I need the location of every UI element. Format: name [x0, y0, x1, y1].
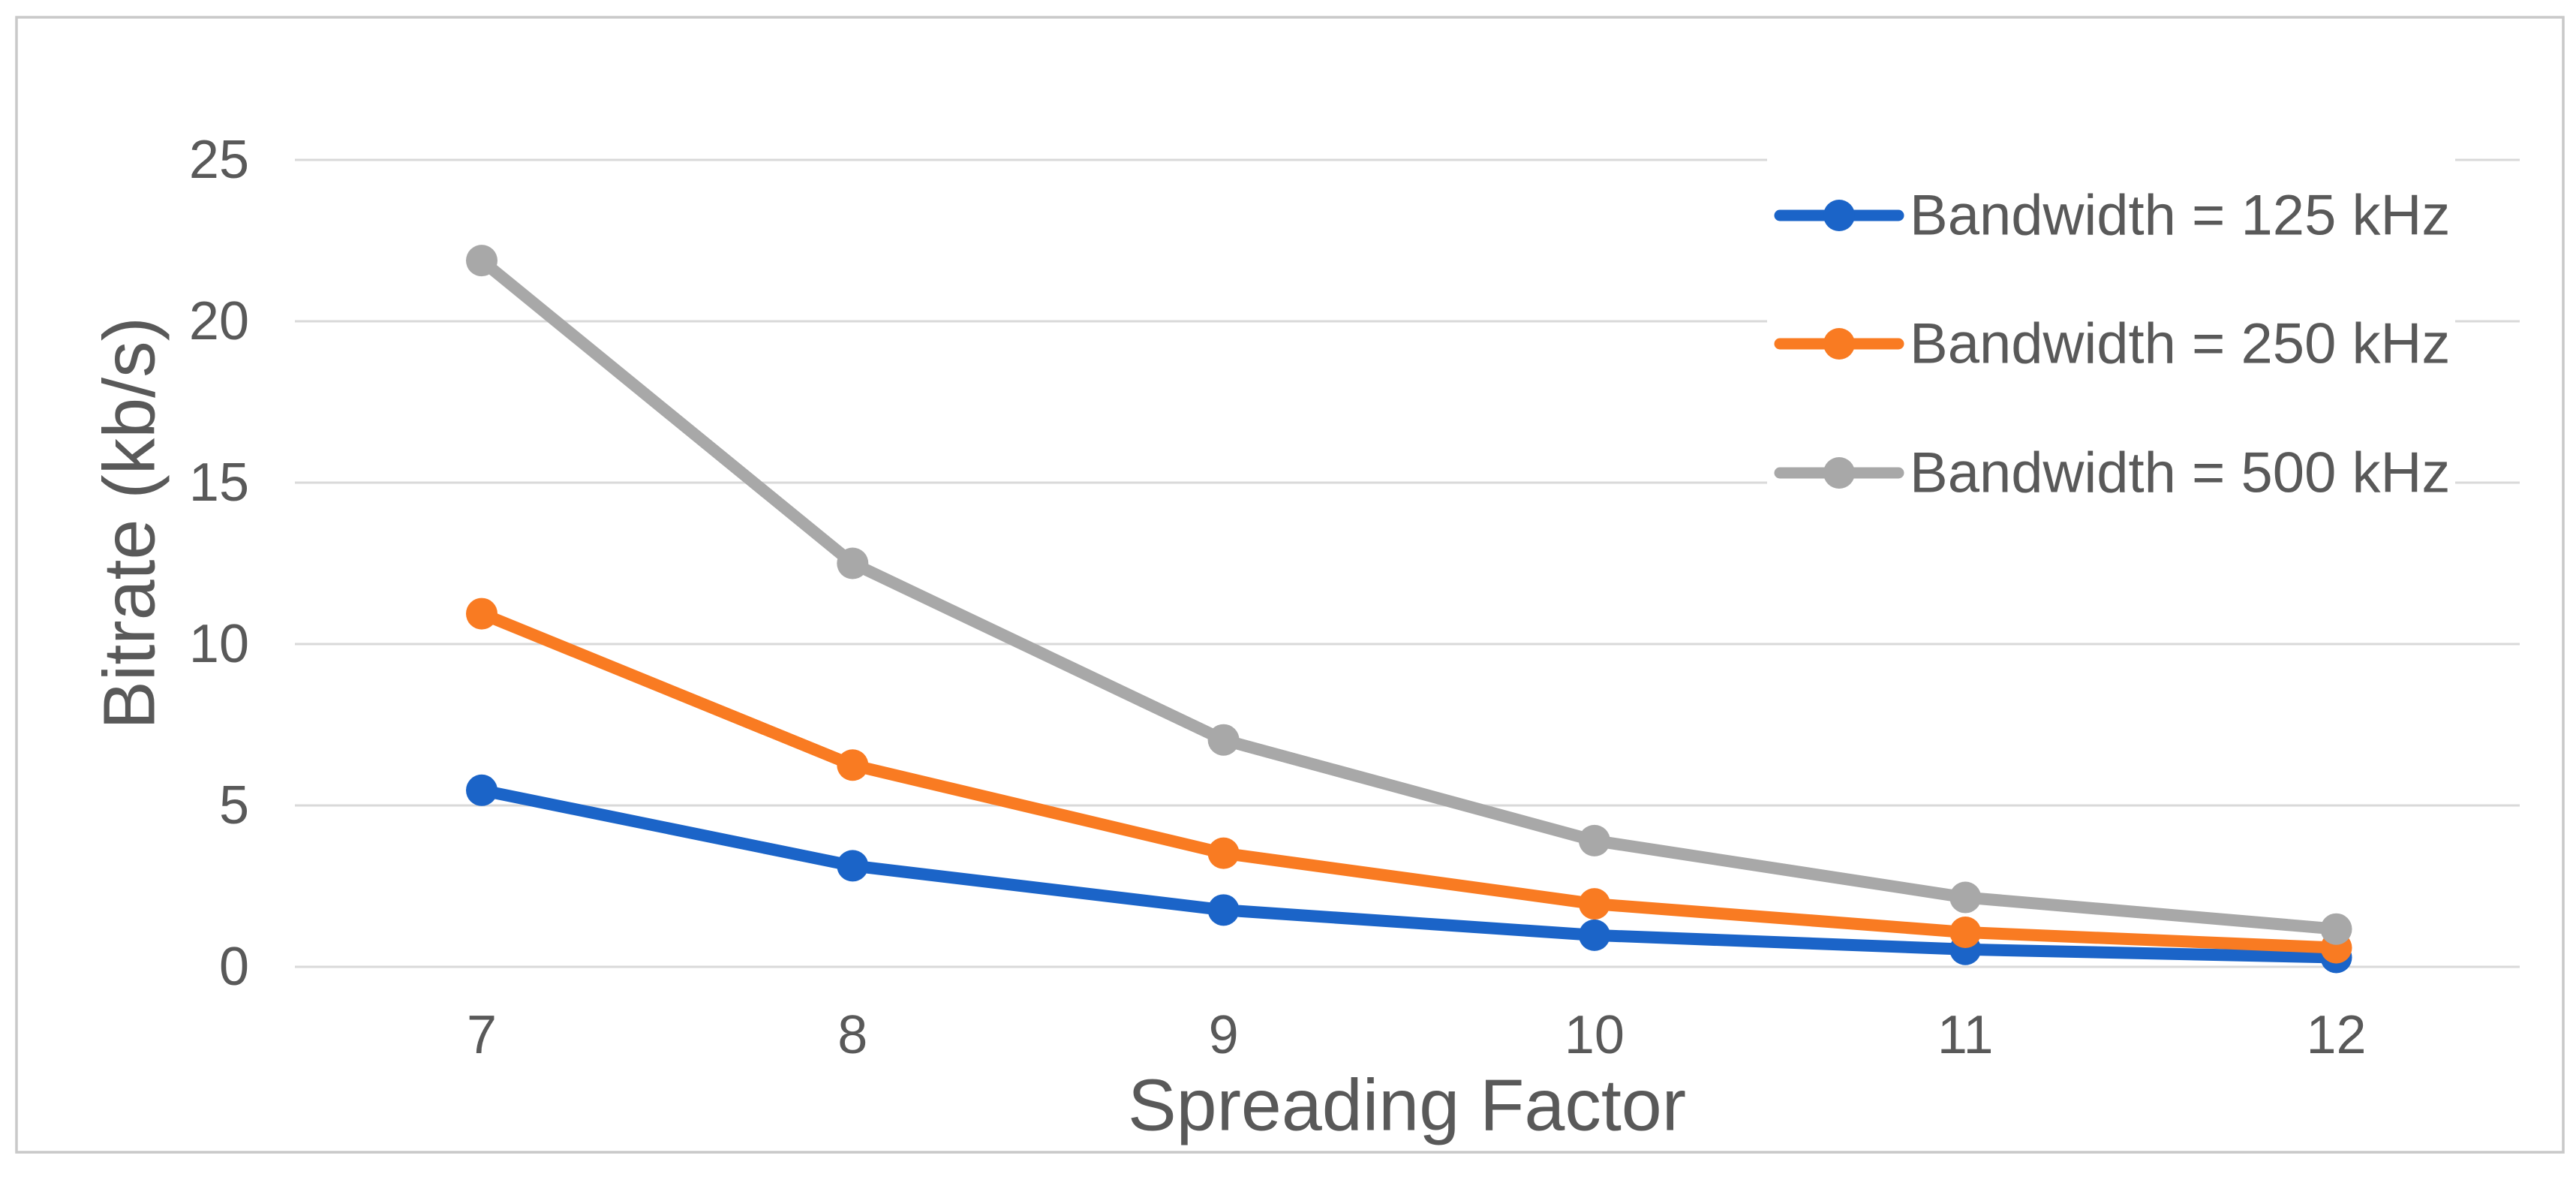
y-tick-label: 15	[189, 453, 249, 513]
data-point-marker-bandwidth-500-khz	[1578, 824, 1610, 856]
x-axis-title: Spreading Factor	[1128, 1064, 1686, 1146]
data-point-marker-bandwidth-500-khz	[2320, 913, 2352, 945]
y-axis-title: Bitrate (kb/s)	[89, 317, 170, 730]
data-point-marker-bandwidth-125-khz	[466, 774, 497, 806]
legend-item-bandwidth-125-khz: Bandwidth = 125 kHz	[1774, 184, 2450, 248]
legend-item-bandwidth-500-khz: Bandwidth = 500 kHz	[1774, 441, 2450, 505]
legend-label: Bandwidth = 125 kHz	[1910, 184, 2450, 248]
x-tick-label: 7	[467, 1005, 497, 1065]
legend-item-bandwidth-250-khz: Bandwidth = 250 kHz	[1774, 312, 2450, 376]
legend-marker-dot-icon	[1823, 457, 1855, 489]
legend-label: Bandwidth = 250 kHz	[1910, 312, 2450, 376]
x-tick-label: 10	[1565, 1005, 1625, 1065]
series-line-bandwidth-125-khz	[476, 784, 2343, 964]
y-tick-label: 10	[189, 614, 249, 674]
data-point-marker-bandwidth-125-khz	[1578, 919, 1610, 951]
y-axis-tick-labels: 0 5 10 15 20 25	[189, 130, 249, 997]
data-series	[466, 245, 2352, 974]
x-tick-label: 9	[1209, 1005, 1239, 1065]
legend-marker-dot-icon	[1823, 328, 1855, 360]
data-point-marker-bandwidth-500-khz	[1949, 881, 1982, 914]
data-point-marker-bandwidth-250-khz	[1578, 888, 1610, 920]
y-tick-label: 0	[219, 937, 249, 997]
x-axis-tick-labels: 7 8 9 10 11 12	[467, 1005, 2367, 1065]
data-point-marker-bandwidth-250-khz	[1949, 916, 1982, 948]
data-point-marker-bandwidth-500-khz	[1207, 724, 1240, 756]
y-tick-label: 25	[189, 130, 249, 190]
data-point-marker-bandwidth-125-khz	[1207, 894, 1240, 926]
data-point-marker-bandwidth-250-khz	[1207, 837, 1240, 869]
data-point-marker-bandwidth-250-khz	[837, 749, 869, 781]
data-point-marker-bandwidth-125-khz	[837, 850, 869, 882]
series-line-bandwidth-500-khz	[476, 254, 2343, 935]
series-line-bandwidth-250-khz	[476, 607, 2343, 954]
data-point-marker-bandwidth-500-khz	[466, 245, 497, 277]
x-tick-label: 11	[1937, 1005, 1994, 1065]
legend: Bandwidth = 125 kHz Bandwidth = 250 kHz Ba…	[1767, 154, 2455, 519]
legend-label: Bandwidth = 500 kHz	[1910, 441, 2450, 505]
y-tick-label: 20	[189, 291, 249, 351]
data-point-marker-bandwidth-250-khz	[466, 598, 497, 630]
x-tick-label: 12	[2306, 1005, 2366, 1065]
data-point-marker-bandwidth-500-khz	[837, 547, 869, 579]
y-tick-label: 5	[219, 775, 249, 835]
legend-marker-dot-icon	[1823, 200, 1855, 231]
x-tick-label: 8	[837, 1005, 867, 1065]
